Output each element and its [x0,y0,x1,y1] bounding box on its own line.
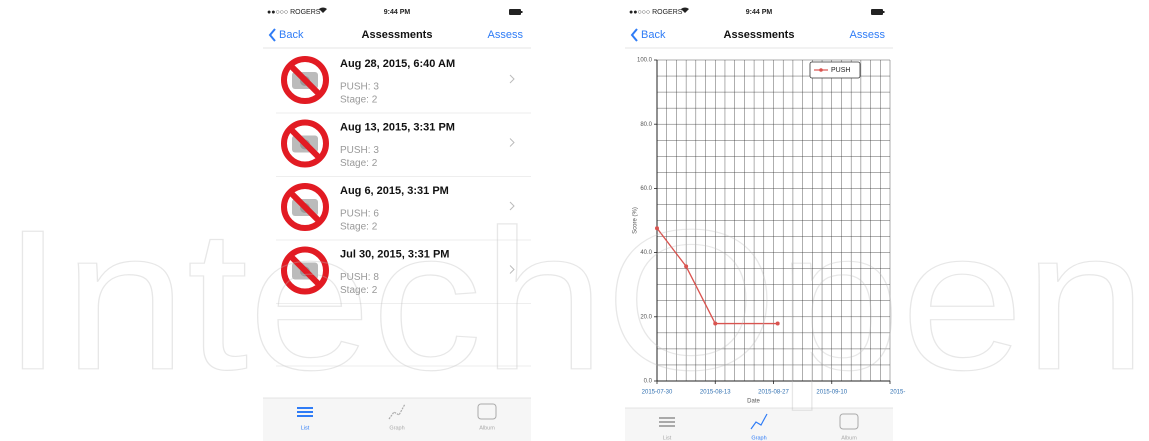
y-tick-label: 80.0 [640,122,652,128]
tab-label[interactable]: Graph [389,425,404,431]
row-stage[interactable]: Stage: 2 [340,158,378,169]
back-button[interactable]: Back [641,29,666,41]
status-time: 9:44 PM [384,9,411,16]
row-date[interactable]: Aug 28, 2015, 6:40 AM [340,58,455,70]
row-score[interactable]: PUSH: 3 [340,82,379,93]
tab-label[interactable]: Graph [751,435,766,441]
tab-label[interactable]: List [663,435,672,441]
watermark: IntechOpen [2,189,1147,412]
carrier: ●●○○○ ROGERS [629,9,683,16]
nav-title: Assessments [724,29,795,41]
screenshot: ●●○○○ ROGERS 9:44 PM Back Assessments Assess… [0,0,1149,441]
tab-label[interactable]: List [301,425,310,431]
battery [871,9,883,15]
tab-label[interactable]: Album [479,425,495,431]
y-tick-label: 100.0 [637,58,653,64]
legend-dot [819,68,823,72]
battery [509,9,521,15]
assess-button[interactable]: Assess [850,29,886,41]
battery-tip [521,11,523,13]
status-time: 9:44 PM [746,9,773,16]
assess-button[interactable]: Assess [488,29,524,41]
row-score[interactable]: PUSH: 3 [340,145,379,156]
battery-tip [883,11,885,13]
legend: PUSH [810,62,860,78]
legend-label: PUSH [831,67,850,74]
back-button[interactable]: Back [279,29,304,41]
row-stage[interactable]: Stage: 2 [340,95,378,106]
nav-title: Assessments [362,29,433,41]
carrier: ●●○○○ ROGERS [267,9,321,16]
tab-label[interactable]: Album [841,435,857,441]
row-date[interactable]: Aug 13, 2015, 3:31 PM [340,121,455,133]
